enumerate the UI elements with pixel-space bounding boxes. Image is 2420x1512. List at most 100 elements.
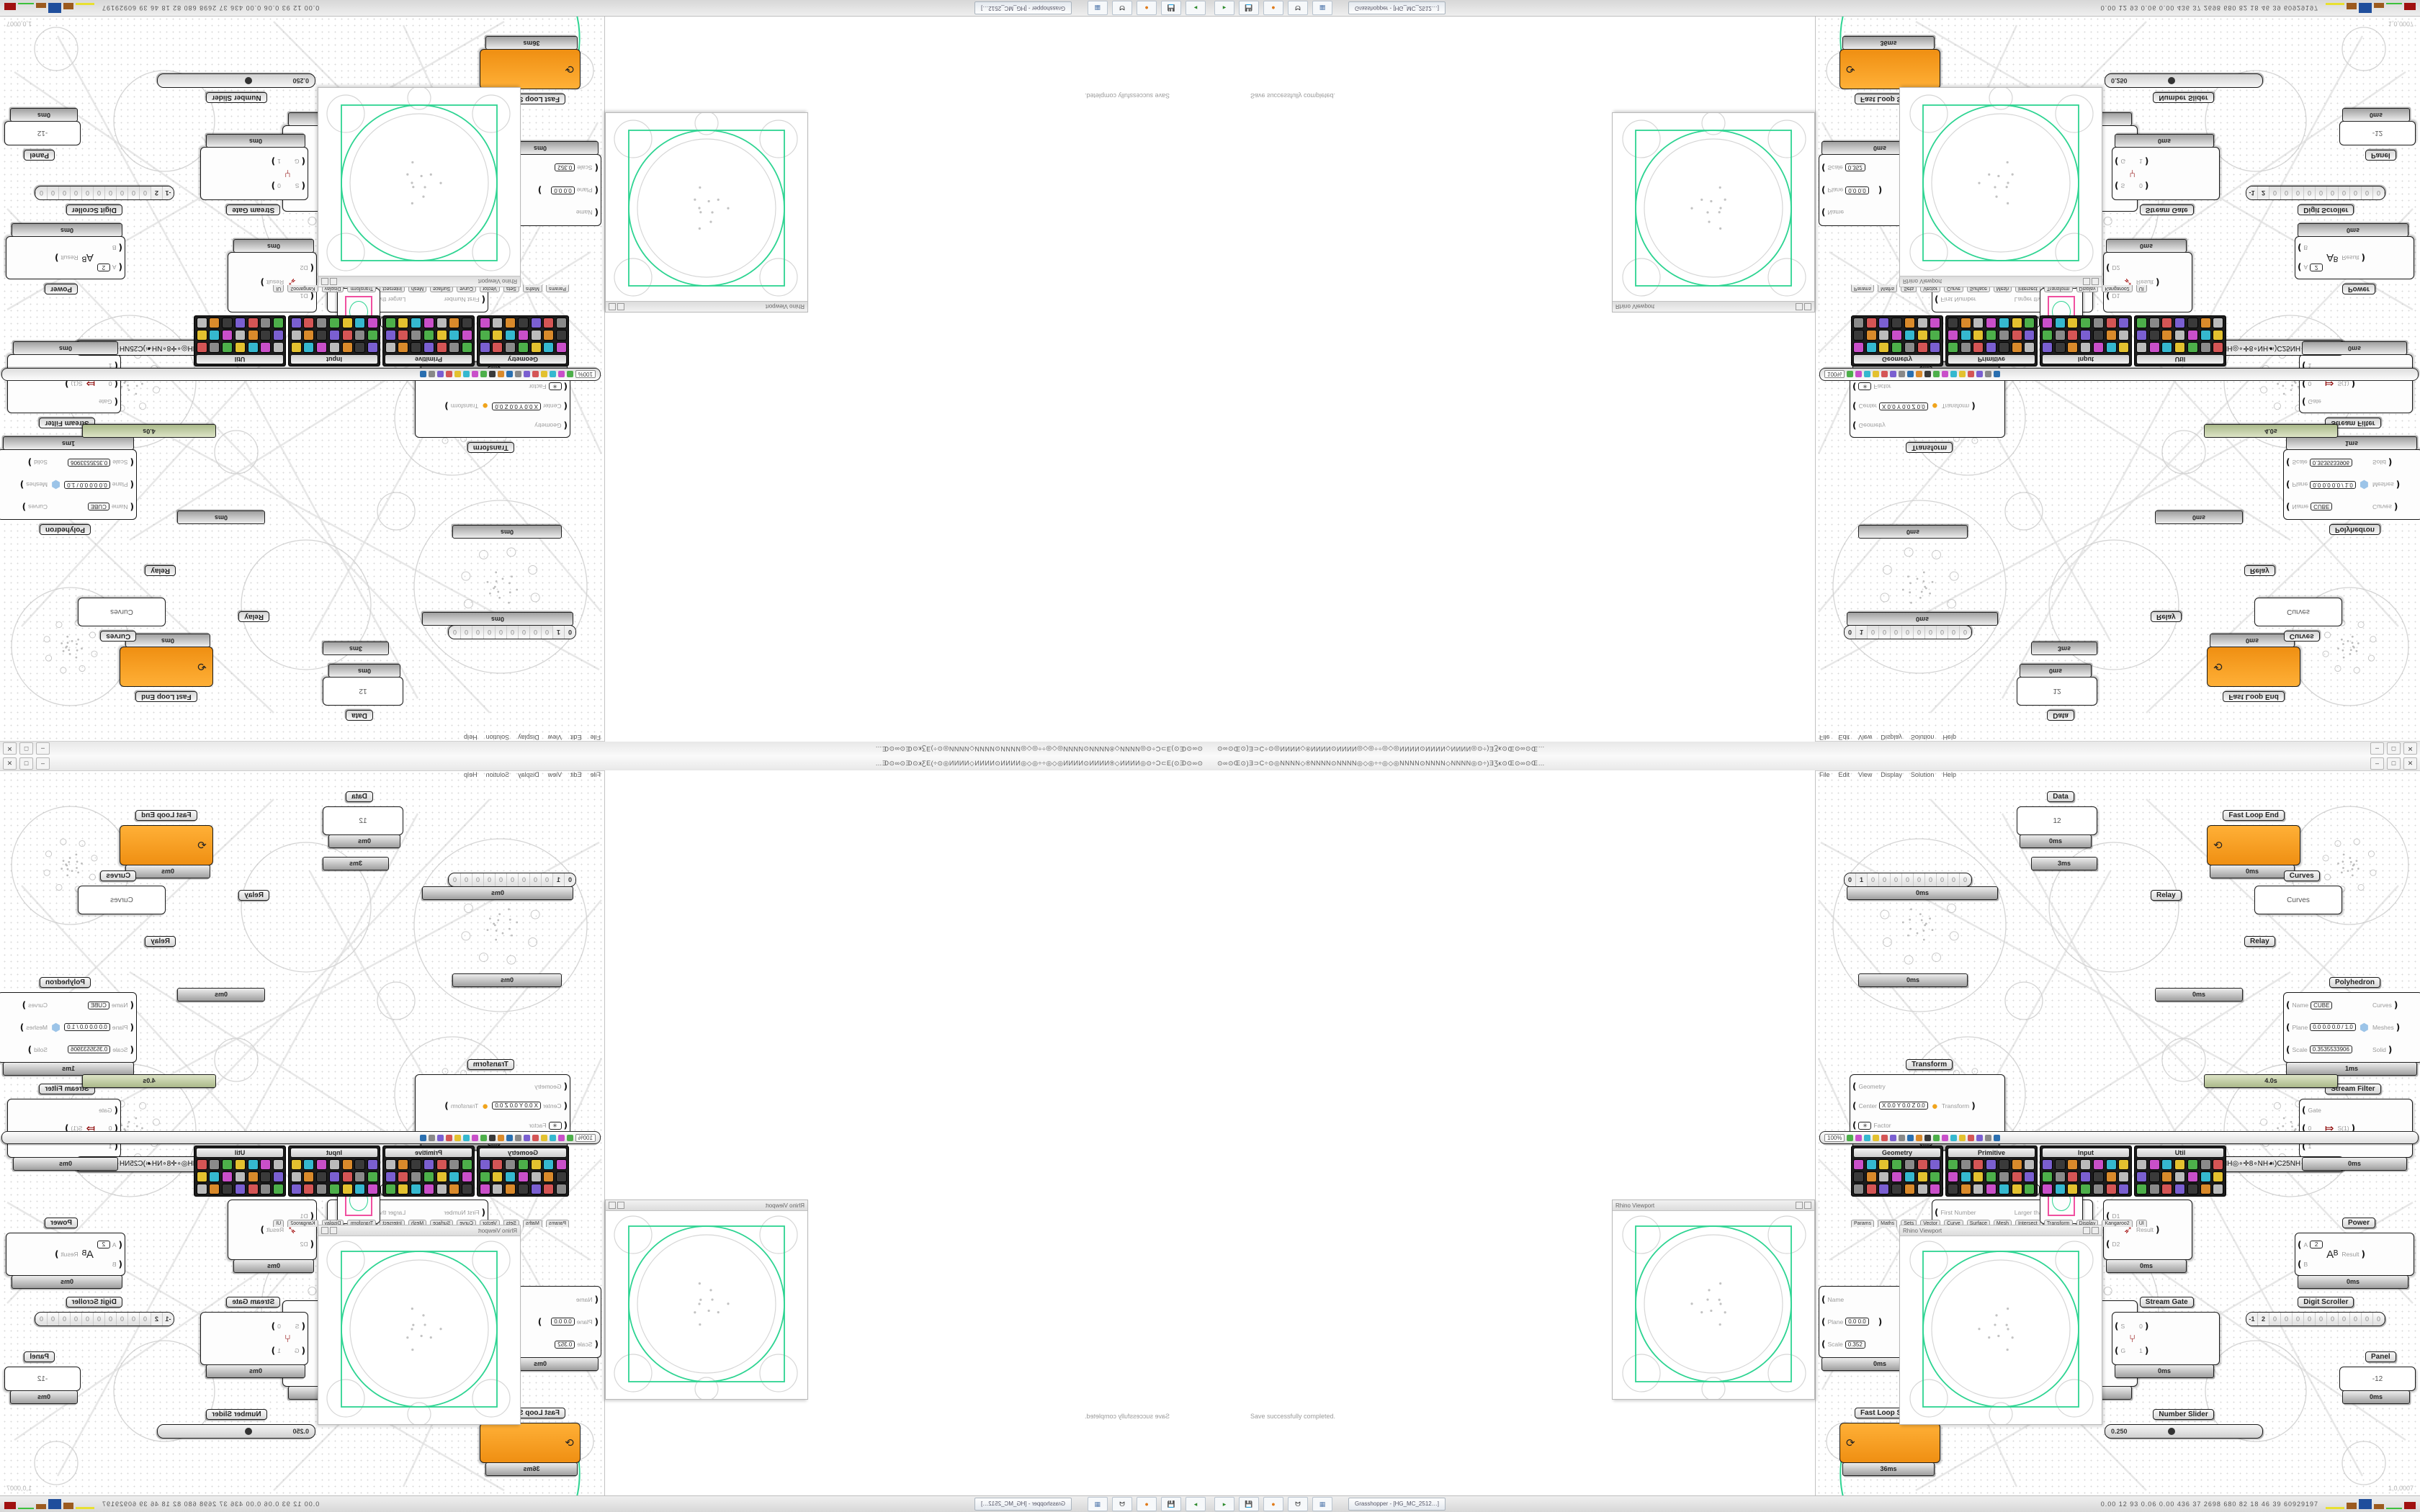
toolbar-icon[interactable] xyxy=(1976,1134,1984,1141)
component-port[interactable]: ( xyxy=(310,1238,314,1249)
input-row[interactable]: (Scale 0.352 xyxy=(551,163,599,173)
palette-component-icon[interactable] xyxy=(209,1184,220,1194)
palette-component-icon[interactable] xyxy=(316,1184,328,1194)
input-value[interactable]: X 0.0 Y 0.0 Z 0.0 xyxy=(492,1102,541,1110)
maximize-button[interactable]: □ xyxy=(19,742,33,755)
gh-component-palette[interactable]: Geometry Primitive Input Util xyxy=(1851,315,2226,366)
relay-component[interactable]: Relay xyxy=(238,890,269,901)
toolbar-icon[interactable] xyxy=(454,371,461,378)
toolbar-icon[interactable] xyxy=(540,1134,547,1141)
component-port[interactable]: ( xyxy=(301,156,305,166)
palette-component-icon[interactable] xyxy=(1930,330,1941,341)
input-value[interactable]: 2 xyxy=(2310,264,2323,271)
gh-component[interactable]: (Name CUBE(Plane 0.0 0.0 0.0 / 1.0(Scale 0.… xyxy=(2283,992,2420,1063)
palette-component-icon[interactable] xyxy=(1960,1184,1971,1194)
menu-item-file[interactable]: File xyxy=(590,734,601,741)
palette-tab-curve[interactable]: Curve xyxy=(1944,1220,1963,1227)
palette-component-icon[interactable] xyxy=(2011,342,2022,353)
cat-icon[interactable]: ᗢ xyxy=(1288,1497,1308,1511)
viewport-panel-buttons[interactable] xyxy=(609,303,624,310)
palette-tab-intersect[interactable]: Intersect xyxy=(2015,1220,2040,1227)
palette-component-icon[interactable] xyxy=(1998,330,2009,341)
palette-component-icon[interactable] xyxy=(2092,1171,2104,1182)
digit-scroller-component[interactable]: -1 2 0 0 0 0 0 0 0 0 0 0 xyxy=(35,1312,174,1326)
palette-component-icon[interactable] xyxy=(1891,1159,1903,1170)
palette-component-icon[interactable] xyxy=(2092,342,2104,353)
component-port[interactable]: ) xyxy=(19,1022,24,1032)
input-row[interactable]: (First Number xyxy=(419,1207,485,1218)
palette-component-icon[interactable] xyxy=(1891,1171,1903,1182)
palette-component-icon[interactable] xyxy=(260,1171,272,1182)
taskbar-task-button[interactable]: Grasshopper - [HG_MC_2512…] xyxy=(974,1,1072,14)
scroller-digit[interactable]: 0 xyxy=(2304,1313,2316,1326)
palette-component-icon[interactable] xyxy=(1948,342,1958,353)
palette-component-icon[interactable] xyxy=(492,1171,503,1182)
input-value[interactable]: 0.0 0.0 0.0 / 1.0 xyxy=(2310,480,2356,489)
component-port[interactable]: ) xyxy=(2388,1044,2393,1055)
palette-component-icon[interactable] xyxy=(2118,318,2130,328)
toolbar-icon[interactable] xyxy=(436,371,444,378)
scroller-digit[interactable]: 0 xyxy=(1937,626,1948,639)
palette-component-icon[interactable] xyxy=(1865,330,1877,341)
palette-section-geometry[interactable]: Geometry xyxy=(477,1146,569,1197)
scroller-digit[interactable]: 0 xyxy=(1902,873,1914,886)
scroller-digit[interactable]: 0 xyxy=(2373,186,2385,199)
input-row[interactable]: (✳ Factor xyxy=(1852,1120,1928,1130)
toolbar-icon[interactable] xyxy=(488,371,496,378)
palette-component-icon[interactable] xyxy=(328,1171,340,1182)
scroller-digit[interactable]: 0 xyxy=(116,186,127,199)
palette-component-icon[interactable] xyxy=(2092,1184,2104,1194)
input-row[interactable]: (Center X 0.0 Y 0.0 Z 0.0 xyxy=(492,1101,568,1111)
relay-component[interactable]: Relay xyxy=(2151,890,2182,901)
palette-component-icon[interactable] xyxy=(1904,1184,1915,1194)
gh-component[interactable]: (Gate(0(1 ⤇ S(1)) xyxy=(7,354,121,413)
menu-item-view[interactable]: View xyxy=(1858,734,1873,741)
minimize-button[interactable]: – xyxy=(36,742,50,755)
palette-component-icon[interactable] xyxy=(341,318,353,328)
gh-panel-component[interactable]: Curves xyxy=(2254,598,2342,626)
viewport-close-icon[interactable] xyxy=(1804,303,1811,310)
component-port[interactable]: ( xyxy=(594,207,599,218)
component-port[interactable]: ) xyxy=(271,181,276,191)
toolbar-icon[interactable] xyxy=(557,371,565,378)
component-port[interactable]: ( xyxy=(301,1346,305,1356)
palette-component-icon[interactable] xyxy=(290,330,302,341)
gh-panel-component[interactable]: -12 xyxy=(4,121,81,145)
component-label[interactable]: Fast Loop End xyxy=(135,810,197,821)
palette-component-icon[interactable] xyxy=(1853,318,1864,328)
palette-component-icon[interactable] xyxy=(556,342,567,353)
component-port[interactable]: ( xyxy=(118,262,122,273)
palette-component-icon[interactable] xyxy=(316,1171,328,1182)
palette-icon-grid[interactable] xyxy=(385,318,472,353)
viewport-close-icon[interactable] xyxy=(321,278,328,285)
palette-component-icon[interactable] xyxy=(1878,342,1890,353)
scroller-digit[interactable]: 0 xyxy=(1925,873,1937,886)
toolbar-icon[interactable] xyxy=(1855,1134,1863,1141)
taskbar-task-button[interactable]: Grasshopper - [HG_MC_2512…] xyxy=(1348,1,1446,14)
floating-rhino-viewport[interactable]: Rhino Viewport xyxy=(318,1225,521,1425)
component-port[interactable]: ) xyxy=(1878,1317,1883,1327)
scroller-digit[interactable]: 0 xyxy=(81,1313,93,1326)
toolbar-icon[interactable] xyxy=(462,371,470,378)
toolbar-icon[interactable] xyxy=(1924,371,1932,378)
palette-tab-kangaroo2[interactable]: Kangaroo2 xyxy=(287,1220,318,1227)
component-port[interactable]: ) xyxy=(2156,277,2160,287)
palette-component-icon[interactable] xyxy=(411,1184,422,1194)
palette-component-icon[interactable] xyxy=(492,342,503,353)
palette-tab-display[interactable]: Display xyxy=(2076,1220,2099,1227)
component-port[interactable]: ( xyxy=(2302,1122,2306,1133)
palette-component-icon[interactable] xyxy=(328,330,340,341)
input-row[interactable]: (Name CUBE xyxy=(64,1000,134,1010)
palette-icon-grid[interactable] xyxy=(2136,318,2224,353)
component-port[interactable]: ) xyxy=(444,1101,449,1111)
component-port[interactable]: ( xyxy=(594,1294,599,1305)
palette-component-icon[interactable] xyxy=(1986,1171,1997,1182)
input-row[interactable]: (B xyxy=(97,1259,122,1269)
palette-component-icon[interactable] xyxy=(517,1159,529,1170)
scroller-digit[interactable]: 0 xyxy=(127,186,139,199)
scroller-digit[interactable]: 0 xyxy=(460,873,472,886)
scroller-digit[interactable]: 0 xyxy=(58,1313,70,1326)
palette-component-icon[interactable] xyxy=(2161,1184,2173,1194)
scroller-digit[interactable]: 0 xyxy=(564,873,575,886)
